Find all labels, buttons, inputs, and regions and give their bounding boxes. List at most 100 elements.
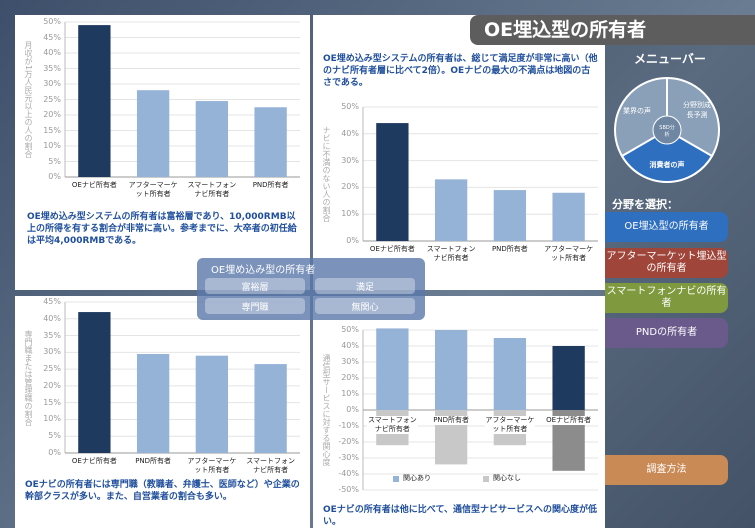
caption: OE埋め込み型システムの所有者は富裕層であり、10,000RMB以上の所得を有す… bbox=[27, 212, 297, 246]
bar bbox=[493, 190, 527, 241]
y-tick-label: 0% bbox=[346, 236, 359, 245]
y-tick-label: 30% bbox=[341, 155, 359, 165]
x-tick-label: PND所有者 bbox=[425, 416, 477, 425]
menu-button[interactable]: アフターマーケット埋込型の所有者 bbox=[605, 248, 728, 278]
legend-label: 関心あり bbox=[403, 474, 431, 482]
y-tick-label: 20% bbox=[43, 380, 61, 390]
menu-button[interactable]: OE埋込型の所有者 bbox=[605, 212, 728, 242]
bar bbox=[78, 25, 111, 177]
menu-button[interactable]: 調査方法 bbox=[605, 455, 728, 485]
caption: OEナビの所有者には専門職（教職者、弁護士、医師など）や企業の幹部クラスが多い。… bbox=[25, 480, 300, 502]
bar bbox=[254, 107, 287, 177]
chart-panel: 0% 5% 10% 15% 20% 25% 30% 35% 40% 45% 50% OEナビ所有者 アフ… bbox=[15, 15, 310, 290]
bar bbox=[376, 328, 409, 410]
y-axis-label: 通信型サービスに対する関心度 bbox=[322, 354, 331, 466]
bar bbox=[552, 346, 585, 410]
caption: OE埋め込み型システムの所有者は、総じて満足度が非常に高い（他のナビ所有者層に比… bbox=[323, 54, 598, 88]
y-axis-label: 月収が1万人民元以上の人の割合 bbox=[24, 40, 33, 159]
y-tick-label: 40% bbox=[341, 128, 359, 138]
y-tick-label: 20% bbox=[341, 182, 359, 192]
wheel-active[interactable] bbox=[620, 128, 714, 183]
y-tick-label: 0% bbox=[346, 405, 359, 414]
popup-button[interactable]: 専門職 bbox=[205, 298, 305, 314]
wheel-label[interactable]: 消費者の声 bbox=[649, 161, 685, 169]
y-tick-label: 50% bbox=[341, 325, 359, 334]
bar bbox=[195, 355, 229, 453]
y-tick-label: 35% bbox=[43, 330, 61, 340]
y-tick-label: 5% bbox=[48, 156, 61, 166]
x-tick-label: アフターマーケット所有者 bbox=[544, 245, 594, 262]
chart-panel: 0% 10% 20% 30% 40% 50% OEナビ所有者 スマートフォンナビ所有者 PND所… bbox=[313, 15, 605, 290]
y-tick-label: 10% bbox=[341, 389, 359, 398]
bar bbox=[434, 330, 468, 410]
popup-title: OE埋め込み型の所有者 bbox=[211, 265, 316, 276]
bar bbox=[195, 101, 229, 177]
y-tick-label: 30% bbox=[341, 357, 359, 366]
chart bbox=[362, 106, 598, 242]
x-tick-label: アフターマーケット所有者 bbox=[128, 181, 178, 198]
y-tick-label: 40% bbox=[43, 313, 61, 323]
wheel-label[interactable]: 業界の声 bbox=[623, 107, 651, 115]
menu-title: メニューバー bbox=[634, 52, 706, 66]
legend-label: 関心なし bbox=[493, 474, 521, 482]
chart bbox=[64, 301, 300, 454]
x-tick-label: スマートフォンナビ所有者 bbox=[426, 245, 476, 262]
menu-wheel bbox=[614, 77, 720, 183]
popup-button[interactable]: 満足 bbox=[315, 278, 415, 294]
y-tick-label: -20% bbox=[338, 437, 359, 446]
y-tick-label: 40% bbox=[341, 341, 359, 350]
bar bbox=[493, 338, 527, 410]
bar bbox=[136, 354, 170, 453]
bar bbox=[552, 192, 585, 241]
menu-button[interactable]: スマートフォンナビの所有者 bbox=[605, 283, 728, 313]
x-tick-label: PND所有者 bbox=[135, 457, 172, 465]
y-tick-label: 50% bbox=[43, 17, 61, 26]
legend-swatch bbox=[483, 476, 489, 482]
y-tick-label: -40% bbox=[338, 469, 359, 478]
bar bbox=[254, 364, 287, 453]
bar bbox=[78, 312, 111, 453]
chart bbox=[64, 21, 300, 178]
page-title: OE埋込型の所有者 bbox=[470, 15, 755, 45]
select-label: 分野を選択： bbox=[612, 198, 678, 211]
x-tick-label: PND所有者 bbox=[491, 245, 528, 253]
y-tick-label: 30% bbox=[43, 347, 61, 357]
y-tick-label: 15% bbox=[43, 397, 61, 407]
x-tick-label: OEナビ所有者 bbox=[71, 181, 117, 189]
y-tick-label: 0% bbox=[48, 172, 61, 181]
y-tick-label: -10% bbox=[338, 421, 359, 430]
y-tick-label: 50% bbox=[341, 102, 359, 111]
x-tick-label: スマートフォンナビ所有者 bbox=[187, 181, 237, 198]
x-tick-label: OEナビ所有者 bbox=[71, 457, 117, 465]
y-tick-label: -30% bbox=[338, 453, 359, 462]
y-tick-label: 20% bbox=[341, 373, 359, 382]
bar bbox=[434, 179, 468, 241]
y-tick-label: 25% bbox=[43, 94, 61, 104]
wheel-label[interactable]: 分野別成長予測 bbox=[683, 101, 711, 119]
y-tick-label: 15% bbox=[43, 125, 61, 135]
menu-button[interactable]: PNDの所有者 bbox=[605, 318, 728, 348]
x-tick-label: スマートフォンナビ所有者 bbox=[367, 416, 418, 434]
y-axis-label: ナビに不満のない人の割合 bbox=[322, 126, 331, 222]
y-tick-label: 0% bbox=[48, 448, 61, 457]
y-tick-label: -50% bbox=[338, 485, 359, 494]
x-tick-label: PND所有者 bbox=[252, 181, 289, 189]
popup: OE埋め込み型の所有者 富裕層 満足 専門職 無関心 bbox=[197, 258, 425, 320]
x-tick-label: スマートフォンナビ所有者 bbox=[246, 457, 296, 474]
y-tick-label: 10% bbox=[43, 141, 61, 150]
x-tick-label: アフターマーケット所有者 bbox=[484, 416, 536, 434]
wheel-center: SBD分析 bbox=[659, 125, 675, 138]
chart-panel: 0% 5% 10% 15% 20% 25% 30% 35% 40% 45% OEナビ所有者 PND所有… bbox=[15, 296, 310, 528]
y-tick-label: 40% bbox=[43, 48, 61, 57]
y-tick-label: 10% bbox=[43, 414, 61, 424]
popup-button[interactable]: 富裕層 bbox=[205, 278, 305, 294]
popup-button[interactable]: 無関心 bbox=[315, 298, 415, 314]
legend-swatch bbox=[393, 476, 399, 482]
y-axis-label: 専門職または管理職の割合 bbox=[24, 329, 33, 426]
chart-panel: -50% -40% -30% -20% -10% 0% 10% 20% 30% 40% 50% スマー… bbox=[313, 296, 605, 528]
y-tick-label: 45% bbox=[43, 297, 61, 306]
x-tick-label: OEナビ所有者 bbox=[543, 416, 594, 425]
y-tick-label: 25% bbox=[43, 364, 61, 374]
bar bbox=[136, 90, 170, 177]
